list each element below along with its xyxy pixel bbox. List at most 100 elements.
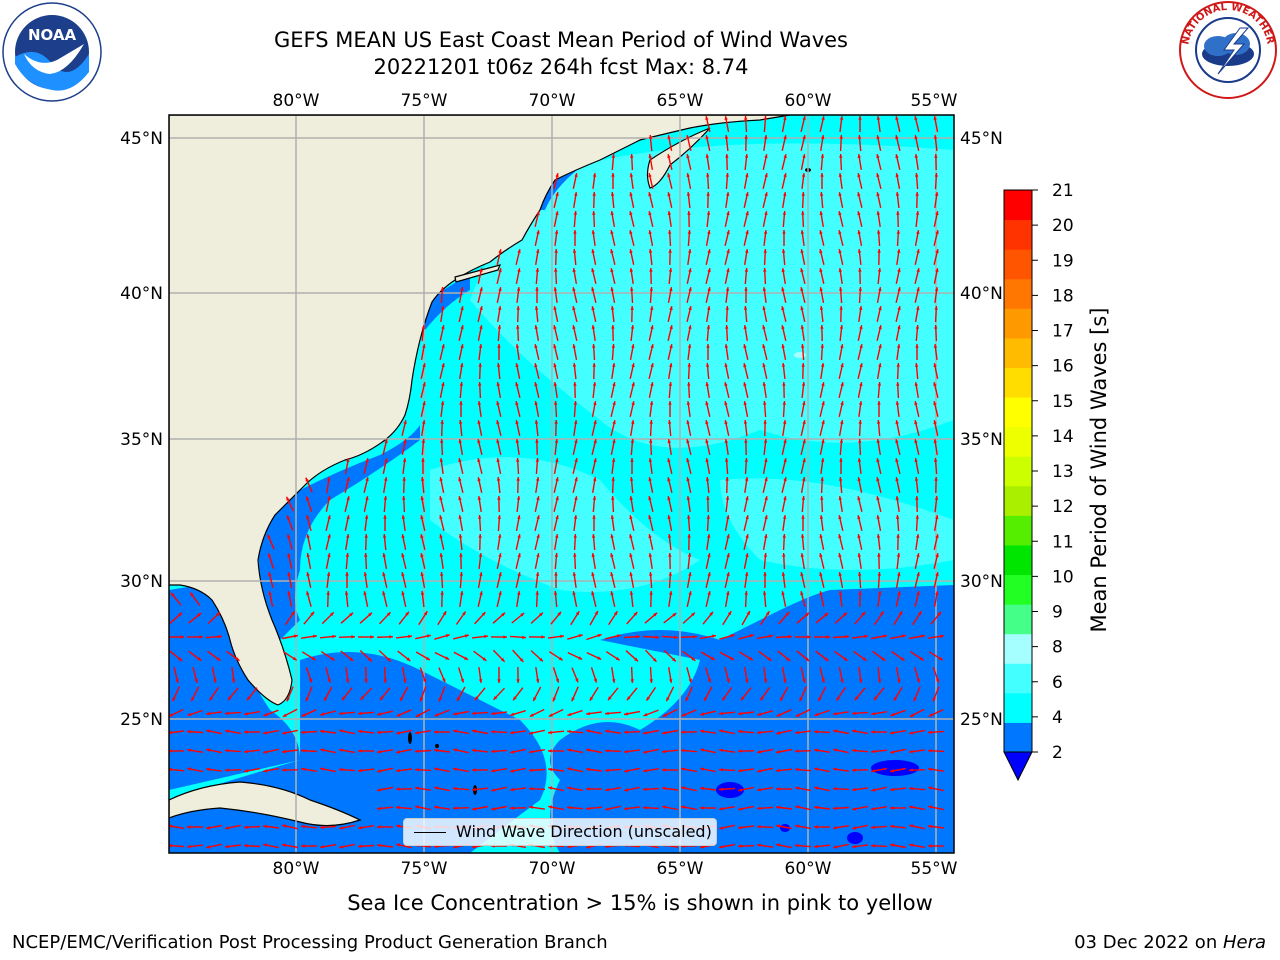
wave-direction-arrow xyxy=(644,612,658,624)
lon-label: 55°W xyxy=(911,859,958,879)
wave-direction-arrow xyxy=(743,344,749,360)
wave-direction-arrow xyxy=(819,572,825,588)
wave-direction-arrow xyxy=(819,191,824,209)
wave-direction-arrow xyxy=(471,787,489,792)
wave-direction-arrow xyxy=(895,306,901,322)
wave-direction-arrow xyxy=(668,268,673,284)
wave-direction-arrow xyxy=(592,343,596,361)
wave-direction-arrow xyxy=(231,667,236,683)
wave-direction-arrow xyxy=(554,267,558,285)
wave-direction-arrow xyxy=(819,591,825,607)
period-8-9-regions xyxy=(794,352,806,358)
wave-direction-arrow xyxy=(725,495,730,513)
wave-direction-arrow xyxy=(648,496,654,512)
wave-direction-arrow xyxy=(838,571,844,589)
wave-direction-arrow xyxy=(471,711,489,716)
wave-direction-arrow xyxy=(914,153,919,171)
wave-direction-arrow xyxy=(876,419,881,437)
wave-direction-arrow xyxy=(706,191,710,209)
wave-direction-arrow xyxy=(872,650,886,662)
wave-direction-arrow xyxy=(554,400,558,418)
wave-direction-arrow xyxy=(496,572,502,588)
map-subtitle: 20221201 t06z 264h fcst Max: 8.74 xyxy=(373,55,749,79)
wave-direction-arrow xyxy=(382,533,387,551)
wave-direction-arrow xyxy=(775,824,793,830)
wave-direction-arrow xyxy=(515,514,521,532)
wave-direction-arrow xyxy=(305,496,313,512)
wave-direction-arrow xyxy=(877,267,882,285)
lat-label: 30°N xyxy=(120,572,163,592)
wave-direction-arrow xyxy=(282,729,298,735)
wave-direction-arrow xyxy=(496,362,501,380)
wave-direction-arrow xyxy=(553,325,559,341)
wave-direction-arrow xyxy=(832,635,850,639)
wave-direction-arrow xyxy=(554,230,559,246)
wave-direction-arrow xyxy=(649,305,654,323)
wave-direction-arrow xyxy=(642,787,660,791)
wave-direction-arrow xyxy=(724,514,730,532)
wave-direction-arrow xyxy=(516,305,520,323)
wave-direction-arrow xyxy=(743,230,749,246)
wave-direction-arrow xyxy=(763,552,768,570)
wave-direction-arrow xyxy=(762,306,768,322)
lat-label: 45°N xyxy=(960,129,1003,149)
wave-direction-arrow xyxy=(858,590,862,608)
wave-direction-arrow xyxy=(610,382,616,398)
wave-direction-arrow xyxy=(497,324,502,342)
wave-direction-arrow xyxy=(870,825,888,830)
wave-direction-arrow xyxy=(496,287,502,303)
wave-direction-arrow xyxy=(319,825,337,830)
wave-direction-arrow xyxy=(744,438,748,456)
wave-direction-arrow xyxy=(725,305,729,323)
wave-direction-arrow xyxy=(459,362,464,380)
wave-direction-arrow xyxy=(687,248,692,266)
wave-direction-arrow xyxy=(477,401,482,417)
wave-direction-arrow xyxy=(934,495,939,513)
wave-direction-arrow xyxy=(516,476,520,494)
wave-direction-arrow xyxy=(301,824,317,829)
wave-direction-arrow xyxy=(378,649,392,663)
wave-direction-arrow xyxy=(838,267,843,285)
colorbar-tick-label: 15 xyxy=(1052,392,1074,412)
wave-direction-arrow xyxy=(630,419,635,437)
wave-direction-arrow xyxy=(359,649,373,663)
wave-direction-arrow xyxy=(763,419,767,437)
wave-direction-arrow xyxy=(590,667,598,683)
wave-direction-arrow xyxy=(760,610,770,626)
wave-direction-arrow xyxy=(781,343,787,361)
wave-direction-arrow xyxy=(820,495,824,513)
wave-direction-arrow xyxy=(610,534,616,550)
wave-direction-arrow xyxy=(357,768,375,773)
wave-direction-arrow xyxy=(458,438,464,456)
wave-direction-arrow xyxy=(706,514,710,532)
wave-direction-arrow xyxy=(478,381,482,399)
wave-direction-arrow xyxy=(607,687,619,701)
wave-direction-arrow xyxy=(705,249,711,265)
wave-direction-arrow xyxy=(610,268,616,284)
wave-direction-arrow xyxy=(610,572,616,588)
wave-direction-arrow xyxy=(909,749,925,754)
wave-direction-arrow xyxy=(459,552,463,570)
wave-direction-arrow xyxy=(397,650,411,662)
wave-direction-arrow xyxy=(458,286,464,304)
wave-direction-arrow xyxy=(605,805,621,811)
wave-direction-arrow xyxy=(358,729,374,734)
wave-direction-arrow xyxy=(687,344,692,360)
lon-label: 75°W xyxy=(401,859,448,879)
wave-direction-arrow xyxy=(756,787,774,792)
wave-direction-arrow xyxy=(743,496,749,512)
wave-direction-arrow xyxy=(648,211,654,227)
wave-direction-arrow xyxy=(396,748,412,754)
wave-direction-arrow xyxy=(591,552,596,570)
noaa-logo: NOAA xyxy=(2,2,102,102)
wave-direction-arrow xyxy=(471,805,489,811)
wave-direction-arrow xyxy=(512,649,524,663)
wave-direction-arrow xyxy=(819,420,825,436)
wave-direction-arrow xyxy=(453,634,469,640)
wave-direction-arrow xyxy=(800,116,806,132)
wave-direction-arrow xyxy=(458,458,464,474)
wave-direction-arrow xyxy=(699,729,717,734)
wave-direction-arrow xyxy=(452,806,470,810)
wave-direction-arrow xyxy=(554,533,559,551)
wave-direction-arrow xyxy=(854,687,866,701)
